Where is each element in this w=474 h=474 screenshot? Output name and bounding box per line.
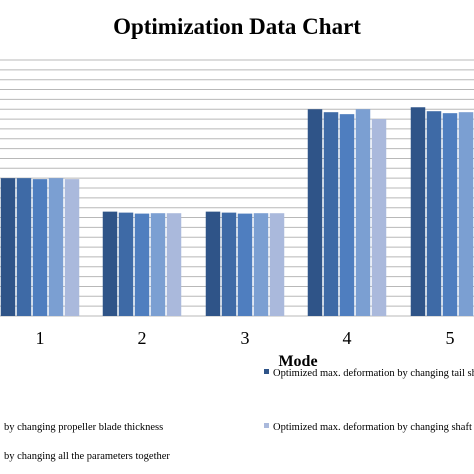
- bar-mode-2-series-2: [118, 212, 134, 316]
- bar-mode-4-series-1: [307, 109, 323, 316]
- legend-entry-label: Optimized max. deformation by changing t…: [273, 368, 474, 379]
- bar-mode-4-series-4: [355, 109, 371, 316]
- legend-marker: [264, 423, 269, 428]
- legend-entry-label: Optimized max. deformation by changing s…: [273, 422, 472, 433]
- legend-entry-label: by changing all the parameters together: [4, 451, 170, 462]
- bars: [0, 107, 474, 317]
- bar-mode-3-series-2: [221, 212, 237, 316]
- legend-entry-label: by changing propeller blade thickness: [4, 422, 163, 433]
- bar-mode-1-series-4: [48, 178, 64, 316]
- bar-mode-3-series-5: [269, 213, 285, 316]
- chart-title: Optimization Data Chart: [113, 14, 361, 39]
- bar-mode-5-series-3: [442, 113, 458, 317]
- bar-mode-2-series-3: [134, 213, 150, 316]
- bar-mode-5-series-2: [426, 111, 442, 316]
- bar-mode-1-series-2: [16, 178, 32, 316]
- bar-mode-5-series-1: [410, 107, 426, 316]
- bar-mode-4-series-2: [323, 112, 339, 316]
- x-tick-label: 2: [138, 328, 147, 348]
- bar-mode-1-series-1: [0, 178, 16, 316]
- x-tick-labels: 1 2 3 4 5: [36, 328, 455, 348]
- bar-mode-3-series-3: [237, 213, 253, 316]
- x-tick-label: 4: [343, 328, 352, 348]
- legend-marker: [264, 369, 269, 374]
- bar-mode-3-series-1: [205, 211, 221, 316]
- bar-mode-3-series-4: [253, 213, 269, 316]
- bar-mode-4-series-5: [371, 119, 387, 316]
- bar-mode-4-series-3: [339, 114, 355, 317]
- bar-mode-1-series-3: [32, 179, 48, 316]
- bar-mode-1-series-5: [64, 179, 80, 316]
- x-tick-label: 5: [446, 328, 455, 348]
- x-tick-label: 3: [241, 328, 250, 348]
- bar-mode-5-series-4: [458, 112, 474, 316]
- x-axis-label: Mode: [278, 353, 317, 370]
- bar-mode-2-series-4: [150, 213, 166, 316]
- legend: Optimized max. deformation by changing t…: [4, 368, 474, 462]
- bar-mode-2-series-5: [166, 213, 182, 316]
- x-tick-label: 1: [36, 328, 45, 348]
- bar-mode-2-series-1: [102, 211, 118, 316]
